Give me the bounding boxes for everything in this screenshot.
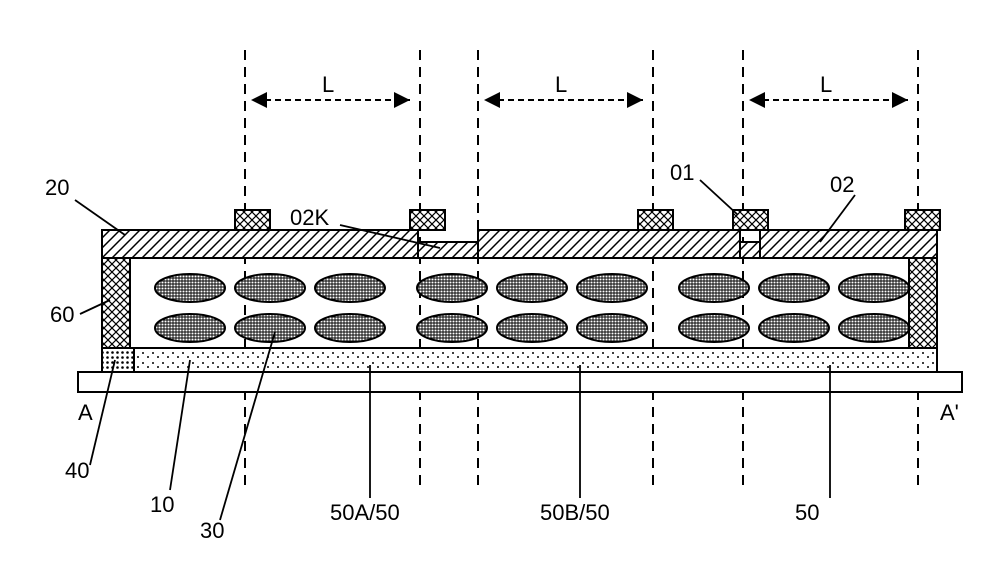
block-40 xyxy=(102,348,134,372)
pillar-right-60 xyxy=(909,258,937,348)
ref-01: 01 xyxy=(670,160,694,186)
ref-02: 02 xyxy=(830,172,854,198)
ellipses-30 xyxy=(155,274,909,342)
ref-50A: 50A/50 xyxy=(330,500,400,526)
section-Aprime: A' xyxy=(940,400,959,426)
ref-50: 50 xyxy=(795,500,819,526)
pillar-left-60 xyxy=(102,258,130,348)
layer-02 xyxy=(102,230,937,258)
layer-50 xyxy=(102,348,937,372)
dim-label-L3: L xyxy=(820,72,832,98)
dim-label-L2: L xyxy=(555,72,567,98)
ref-50B: 50B/50 xyxy=(540,500,610,526)
blocks-01 xyxy=(235,210,940,230)
ref-30: 30 xyxy=(200,518,224,544)
ref-60: 60 xyxy=(50,302,74,328)
vertical-guides xyxy=(245,50,918,485)
ref-10: 10 xyxy=(150,492,174,518)
diagram-container: L L L 20 60 40 10 30 02K 01 02 50A/50 50… xyxy=(20,20,980,555)
ref-20: 20 xyxy=(45,175,69,201)
diagram-svg xyxy=(20,20,980,555)
dim-label-L1: L xyxy=(322,72,334,98)
ref-40: 40 xyxy=(65,458,89,484)
ref-02K: 02K xyxy=(290,205,329,231)
section-A: A xyxy=(78,400,93,426)
